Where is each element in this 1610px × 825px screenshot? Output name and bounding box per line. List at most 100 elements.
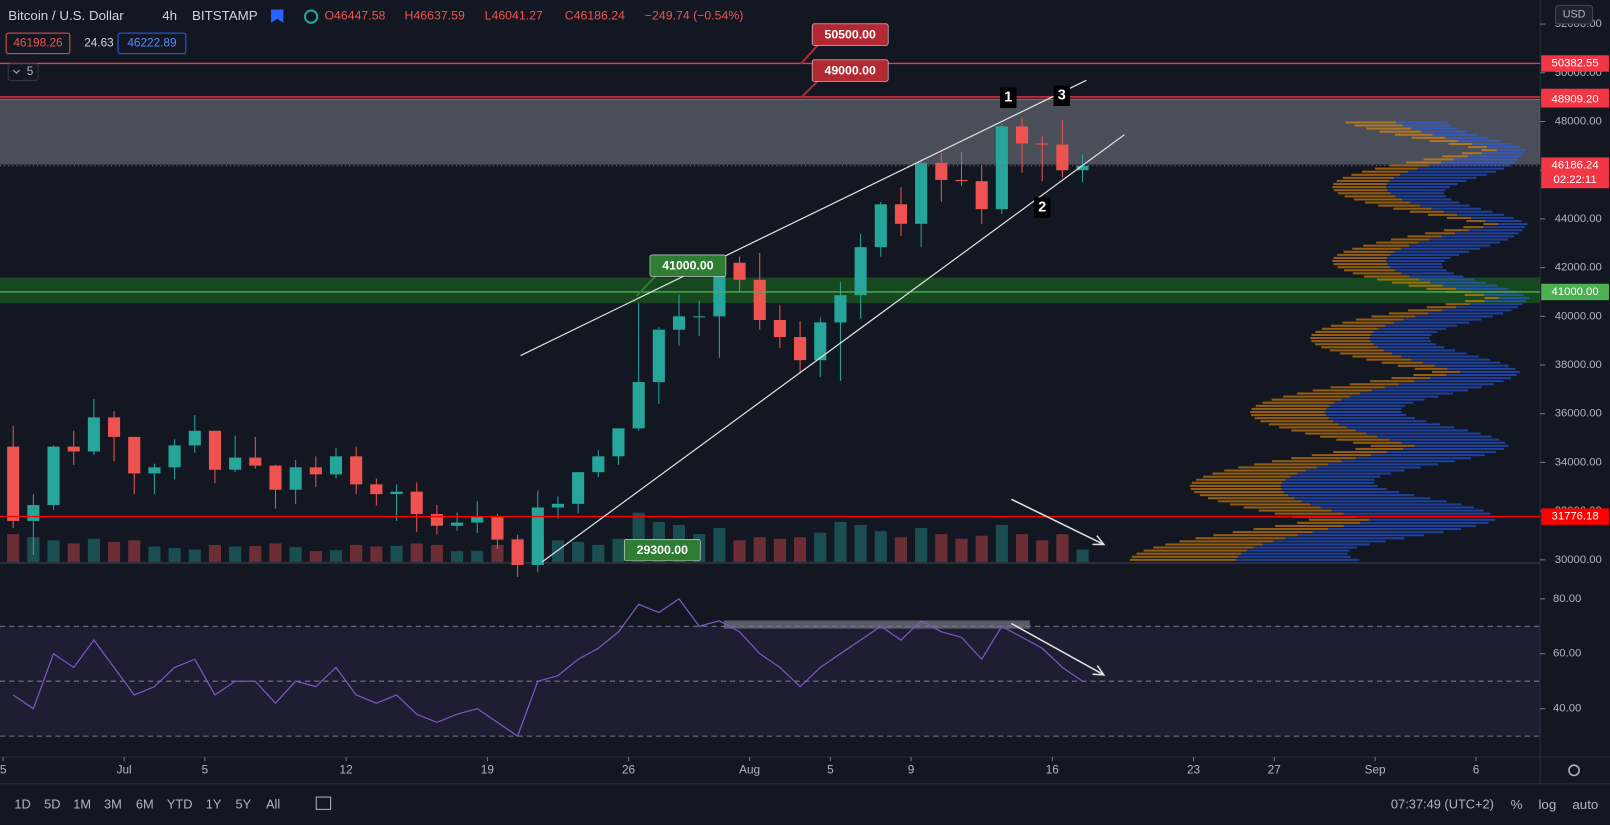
volume-profile-bar bbox=[1429, 139, 1459, 142]
settings-icon[interactable] bbox=[1568, 764, 1580, 777]
volume-profile-bar bbox=[1444, 136, 1489, 139]
volume-bar bbox=[188, 549, 201, 562]
volume-profile-bar bbox=[1281, 487, 1387, 491]
volume-bar bbox=[491, 544, 504, 562]
volume-profile-bar bbox=[1386, 260, 1445, 263]
ask-box[interactable] bbox=[117, 32, 187, 55]
flag-icon[interactable] bbox=[271, 9, 284, 23]
volume-bar bbox=[329, 550, 343, 562]
volume-profile-bar bbox=[1321, 346, 1379, 349]
volume-bar bbox=[430, 544, 443, 562]
volume-profile-bar bbox=[1271, 460, 1342, 463]
x-tick-label: 26 bbox=[622, 762, 636, 776]
candle-body bbox=[491, 516, 504, 540]
volume-bar bbox=[894, 537, 908, 562]
volume-profile-bar bbox=[1422, 361, 1501, 364]
volume-profile-bar bbox=[1374, 167, 1418, 170]
volume-profile-bar bbox=[1392, 281, 1431, 284]
volume-profile-bar bbox=[1213, 534, 1299, 537]
volume-profile-bar bbox=[1497, 223, 1528, 226]
volume-profile-bar bbox=[1460, 370, 1520, 373]
volume-profile-bar bbox=[1344, 269, 1395, 272]
volume-profile-bar bbox=[1262, 543, 1370, 546]
volume-profile-bar bbox=[1411, 127, 1458, 130]
price-tag-label: 46186.24 bbox=[1552, 160, 1599, 172]
indicator-toggle[interactable] bbox=[7, 63, 39, 81]
range-button[interactable]: 5Y bbox=[235, 797, 251, 812]
range-button[interactable]: 3M bbox=[104, 797, 122, 812]
scale-option[interactable]: auto bbox=[1572, 797, 1598, 812]
volume-bar bbox=[309, 551, 322, 562]
range-button[interactable]: 5D bbox=[44, 797, 60, 812]
volume-bar bbox=[1015, 534, 1029, 562]
callout-box bbox=[811, 59, 889, 82]
volume-profile-bar bbox=[1290, 475, 1381, 478]
volume-profile-bar bbox=[1394, 250, 1470, 253]
volume-profile-bar bbox=[1352, 272, 1402, 275]
callout-box bbox=[649, 254, 727, 277]
range-button[interactable]: YTD bbox=[167, 797, 193, 812]
volume-profile-bar bbox=[1371, 454, 1485, 457]
volume-profile-bar bbox=[1326, 407, 1402, 410]
candle-body bbox=[894, 204, 908, 224]
volume-profile-bar bbox=[1254, 463, 1329, 466]
volume-profile-bar bbox=[1421, 130, 1467, 133]
range-button[interactable]: 6M bbox=[136, 797, 154, 812]
candle-body bbox=[27, 505, 40, 521]
exchange: BITSTAMP bbox=[192, 8, 258, 23]
candle-body bbox=[612, 428, 625, 457]
volume-profile-bar bbox=[1409, 244, 1491, 247]
compare-icon[interactable] bbox=[315, 796, 332, 810]
range-button[interactable]: 1Y bbox=[206, 797, 222, 812]
volume-profile-bar bbox=[1365, 432, 1481, 435]
candle-body bbox=[128, 436, 141, 474]
volume-profile-bar bbox=[1329, 349, 1385, 352]
volume-bar bbox=[1036, 540, 1049, 562]
volume-profile-bar bbox=[1466, 219, 1486, 223]
scale-option[interactable]: % bbox=[1511, 797, 1523, 812]
volume-profile-bar bbox=[1363, 275, 1410, 278]
volume-profile-bar bbox=[1333, 189, 1388, 192]
candle-body bbox=[955, 179, 968, 182]
volume-profile-bar bbox=[1129, 558, 1237, 561]
volume-profile-bar bbox=[1415, 315, 1493, 318]
candle-body bbox=[814, 322, 827, 361]
volume-profile-bar bbox=[1334, 401, 1414, 404]
volume-profile-bar bbox=[1336, 438, 1390, 441]
candle-body bbox=[1036, 143, 1049, 145]
bid: 46198.26 bbox=[13, 35, 63, 49]
volume-profile-bar bbox=[1153, 546, 1254, 549]
y-tick-label: 42000.00 bbox=[1555, 262, 1602, 274]
volume-profile-bar bbox=[1349, 395, 1439, 398]
volume-profile-bar bbox=[1341, 398, 1425, 401]
volume-profile-bar bbox=[1427, 213, 1458, 216]
candle-body bbox=[551, 503, 565, 508]
currency-box[interactable] bbox=[1555, 4, 1594, 25]
volume-profile-bar bbox=[1498, 296, 1530, 300]
volume-bar bbox=[229, 546, 242, 562]
price-tag bbox=[1541, 91, 1609, 108]
candle-body bbox=[652, 329, 665, 383]
candle-body bbox=[531, 507, 544, 565]
range-button[interactable]: 1M bbox=[73, 797, 91, 812]
volume-profile-bar bbox=[1366, 358, 1412, 361]
volume-bar bbox=[975, 535, 988, 562]
range-button[interactable]: 1D bbox=[14, 797, 30, 812]
volume-bar bbox=[1056, 534, 1069, 562]
volume-profile-bar bbox=[1241, 552, 1348, 555]
volume-profile-bar bbox=[1284, 537, 1405, 540]
candle-body bbox=[733, 262, 746, 280]
interval[interactable]: 4h bbox=[162, 8, 177, 23]
scale-option[interactable]: log bbox=[1538, 797, 1556, 812]
volume-profile-bar bbox=[1196, 478, 1286, 481]
volume-profile-bar bbox=[1353, 441, 1402, 444]
price-tag bbox=[1541, 283, 1609, 301]
volume-bar bbox=[612, 538, 625, 562]
bid-box[interactable] bbox=[5, 32, 71, 55]
candle-body bbox=[87, 417, 100, 452]
volume-profile-bar bbox=[1484, 296, 1499, 300]
volume-profile-bar bbox=[1363, 244, 1410, 247]
range-button[interactable]: All bbox=[266, 797, 280, 812]
x-tick-label: Sep bbox=[1365, 762, 1386, 776]
volume-profile-bar bbox=[1370, 340, 1432, 343]
